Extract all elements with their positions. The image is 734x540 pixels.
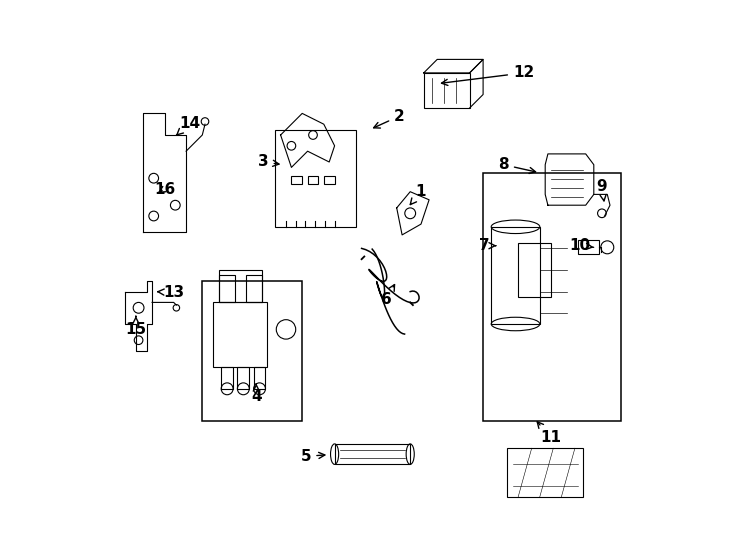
Text: 1: 1 <box>410 184 426 205</box>
Text: 16: 16 <box>154 181 175 197</box>
Bar <box>275 130 356 227</box>
Text: 11: 11 <box>537 422 561 445</box>
Bar <box>578 240 599 254</box>
Bar <box>491 227 539 324</box>
Text: 15: 15 <box>126 316 147 337</box>
Bar <box>308 176 319 184</box>
Bar <box>219 275 235 302</box>
Bar <box>245 275 262 302</box>
Bar <box>254 367 266 389</box>
Bar <box>324 176 335 184</box>
Text: 3: 3 <box>258 154 279 170</box>
Bar <box>291 176 302 184</box>
Text: 5: 5 <box>301 449 325 464</box>
Text: 12: 12 <box>441 65 534 85</box>
Bar <box>483 173 621 421</box>
Bar <box>335 444 410 464</box>
Text: 7: 7 <box>479 238 495 253</box>
Bar <box>518 243 550 297</box>
Text: 2: 2 <box>374 109 404 128</box>
Text: 8: 8 <box>498 157 536 173</box>
Text: 6: 6 <box>380 285 395 307</box>
Bar <box>237 367 250 389</box>
Bar <box>507 448 583 497</box>
Text: 10: 10 <box>570 238 594 253</box>
Text: 13: 13 <box>158 285 185 300</box>
Bar <box>424 73 470 108</box>
Text: 9: 9 <box>597 179 607 201</box>
Bar <box>213 302 267 367</box>
Bar <box>221 367 233 389</box>
Text: 4: 4 <box>251 384 261 404</box>
Bar <box>203 281 302 421</box>
Text: 14: 14 <box>176 116 200 136</box>
Bar <box>219 270 262 302</box>
